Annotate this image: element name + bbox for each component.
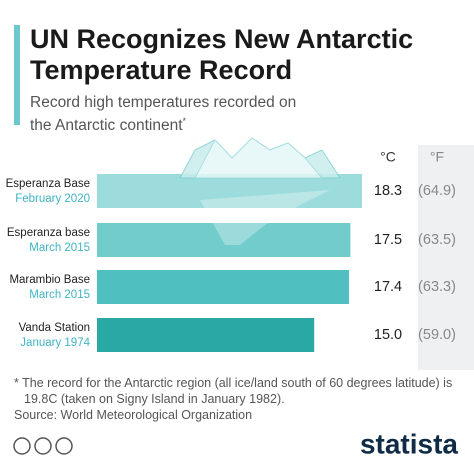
chart-subtitle: Record high temperatures recorded on the… [30, 94, 300, 135]
column-header: °F [430, 149, 444, 165]
bar [97, 174, 362, 208]
source: Source: World Meteorological Organizatio… [14, 408, 253, 422]
date-label: January 1974 [20, 337, 90, 349]
iceberg [179, 137, 341, 245]
subtitle-note: * [182, 116, 187, 126]
value-label: 17.5 [374, 232, 402, 248]
chart-title: UN Recognizes New Antarctic Temperature … [30, 24, 414, 85]
footnotes: * The record for the Antarctic region (a… [14, 375, 454, 423]
value-label: 17.4 [374, 279, 402, 295]
value-label: 18.3 [374, 183, 402, 199]
value-label: (59.0) [418, 327, 456, 343]
category-label: Esperanza base [7, 227, 90, 239]
bar [97, 318, 315, 352]
bar [97, 223, 351, 257]
value-label: 15.0 [374, 327, 402, 343]
accent-bar [14, 25, 20, 125]
category-label: Esperanza Base [6, 178, 90, 190]
bar [97, 270, 349, 304]
category-label: Vanda Station [19, 322, 90, 334]
value-label: (63.3) [418, 279, 456, 295]
category-label: Marambio Base [9, 274, 90, 286]
value-label: (64.9) [418, 183, 456, 199]
license-icons [13, 437, 73, 455]
footnote: * The record for the Antarctic region (a… [14, 376, 453, 406]
fahrenheit-column [418, 145, 474, 370]
subtitle-text: Record high temperatures recorded on the… [30, 94, 297, 135]
column-header: °C [380, 149, 396, 165]
date-label: February 2020 [15, 193, 90, 205]
date-label: March 2015 [29, 242, 90, 254]
value-label: (63.5) [418, 232, 456, 248]
footer [0, 430, 474, 474]
brand-logo: statista [360, 428, 458, 459]
date-label: March 2015 [29, 289, 90, 301]
